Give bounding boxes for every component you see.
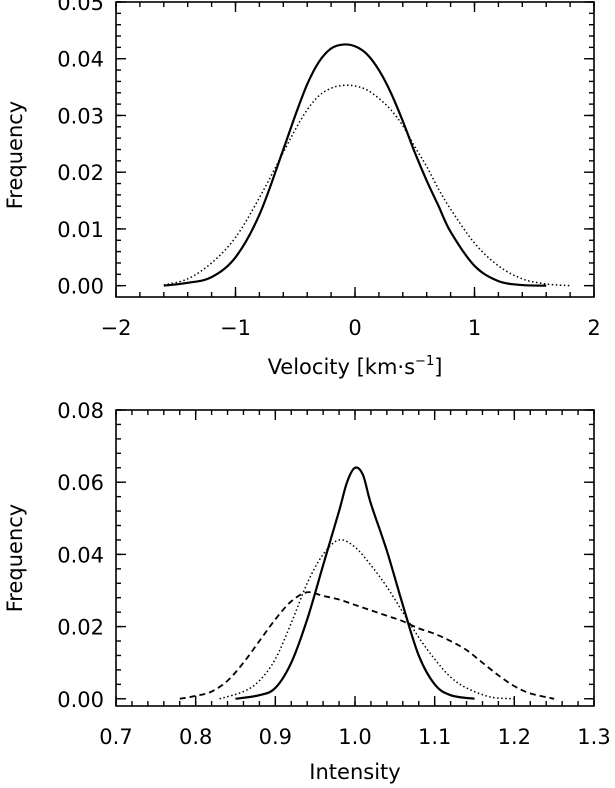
x-tick-label: 1 bbox=[468, 316, 481, 340]
x-tick-label: 1.3 bbox=[577, 725, 610, 749]
y-tick-label: 0.00 bbox=[57, 275, 104, 299]
series-line-dotted bbox=[219, 538, 515, 700]
series-line-solid bbox=[235, 466, 475, 700]
series-line-solid bbox=[163, 43, 547, 287]
series-line-dashed bbox=[179, 591, 555, 700]
x-tick-label: 1.1 bbox=[418, 725, 451, 749]
y-tick-label: 0.02 bbox=[57, 616, 104, 640]
y-tick-label: 0.04 bbox=[57, 543, 104, 567]
y-tick-label: 0.00 bbox=[57, 688, 104, 712]
x-axis-title: Intensity bbox=[309, 760, 400, 784]
plot-frame bbox=[115, 409, 595, 707]
velocity-histogram-panel: −2 −1 0 1 2 0.00 0.01 0.02 0.03 0.04 0.05 Frequency… bbox=[3, 0, 601, 379]
y-tick-label: 0.05 bbox=[57, 0, 104, 15]
x-axis-title-main: Intensity bbox=[309, 760, 400, 784]
x-axis-title: Velocity [km·s−1] bbox=[268, 354, 443, 379]
y-tick-label: 0.02 bbox=[57, 161, 104, 185]
x-tick-label: 0.8 bbox=[179, 725, 212, 749]
x-tick-label: 1.2 bbox=[498, 725, 531, 749]
x-axis-title-superscript: −1 bbox=[415, 354, 434, 369]
x-tick-label: −1 bbox=[220, 316, 251, 340]
x-tick-label: 0.7 bbox=[99, 725, 132, 749]
x-tick-label: 2 bbox=[587, 316, 600, 340]
x-tick-label: 0 bbox=[348, 316, 361, 340]
y-axis-title: Frequency bbox=[3, 504, 27, 613]
intensity-histogram-panel: 0.7 0.8 0.9 1.0 1.1 1.2 1.3 0.00 0.02 0.04 0.06 0.0… bbox=[3, 399, 611, 784]
x-axis-title-bracket: ] bbox=[434, 355, 442, 379]
y-axis-title: Frequency bbox=[3, 101, 27, 210]
series-line-dotted bbox=[163, 84, 571, 287]
y-tick-label: 0.01 bbox=[57, 218, 104, 242]
y-tick-label: 0.03 bbox=[57, 104, 104, 128]
x-axis-title-main: Velocity [km·s bbox=[268, 355, 415, 379]
x-tick-label: −2 bbox=[101, 316, 132, 340]
y-tick-label: 0.08 bbox=[57, 399, 104, 423]
x-tick-label: 1.0 bbox=[338, 725, 371, 749]
y-tick-label: 0.06 bbox=[57, 471, 104, 495]
x-tick-label: 0.9 bbox=[259, 725, 292, 749]
y-tick-label: 0.04 bbox=[57, 48, 104, 72]
